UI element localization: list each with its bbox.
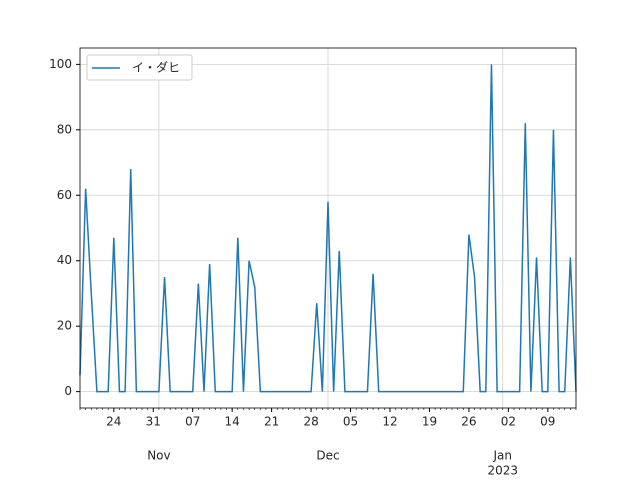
y-tick-label: 100 <box>49 57 72 71</box>
month-label: Nov <box>147 449 170 463</box>
x-tick-label: 28 <box>303 415 318 429</box>
line <box>79 64 577 393</box>
x-tick-label: 24 <box>106 415 121 429</box>
y-tick-label: 40 <box>57 253 72 267</box>
x-tick-label: 14 <box>225 415 240 429</box>
plot-frame <box>79 47 577 409</box>
legend-box <box>86 54 193 81</box>
y-tick-label: 60 <box>57 188 72 202</box>
y-tick-label: 20 <box>57 319 72 333</box>
x-tick-label: 26 <box>461 415 476 429</box>
y-tick-label: 80 <box>57 122 72 136</box>
y-tick-label: 0 <box>64 384 72 398</box>
x-tick-label: 07 <box>185 415 200 429</box>
x-tick-label: 12 <box>382 415 397 429</box>
x-tick-label: 05 <box>343 415 358 429</box>
month-label: Jan <box>492 449 512 463</box>
x-tick-label: 21 <box>264 415 279 429</box>
legend-label: イ・ダヒ <box>132 60 180 75</box>
x-tick-label: 31 <box>146 415 161 429</box>
x-tick-label: 19 <box>422 415 437 429</box>
x-tick-label: 09 <box>540 415 555 429</box>
x-tick-label: 02 <box>501 415 516 429</box>
year-label: 2023 <box>487 464 518 478</box>
month-label: Dec <box>316 449 339 463</box>
